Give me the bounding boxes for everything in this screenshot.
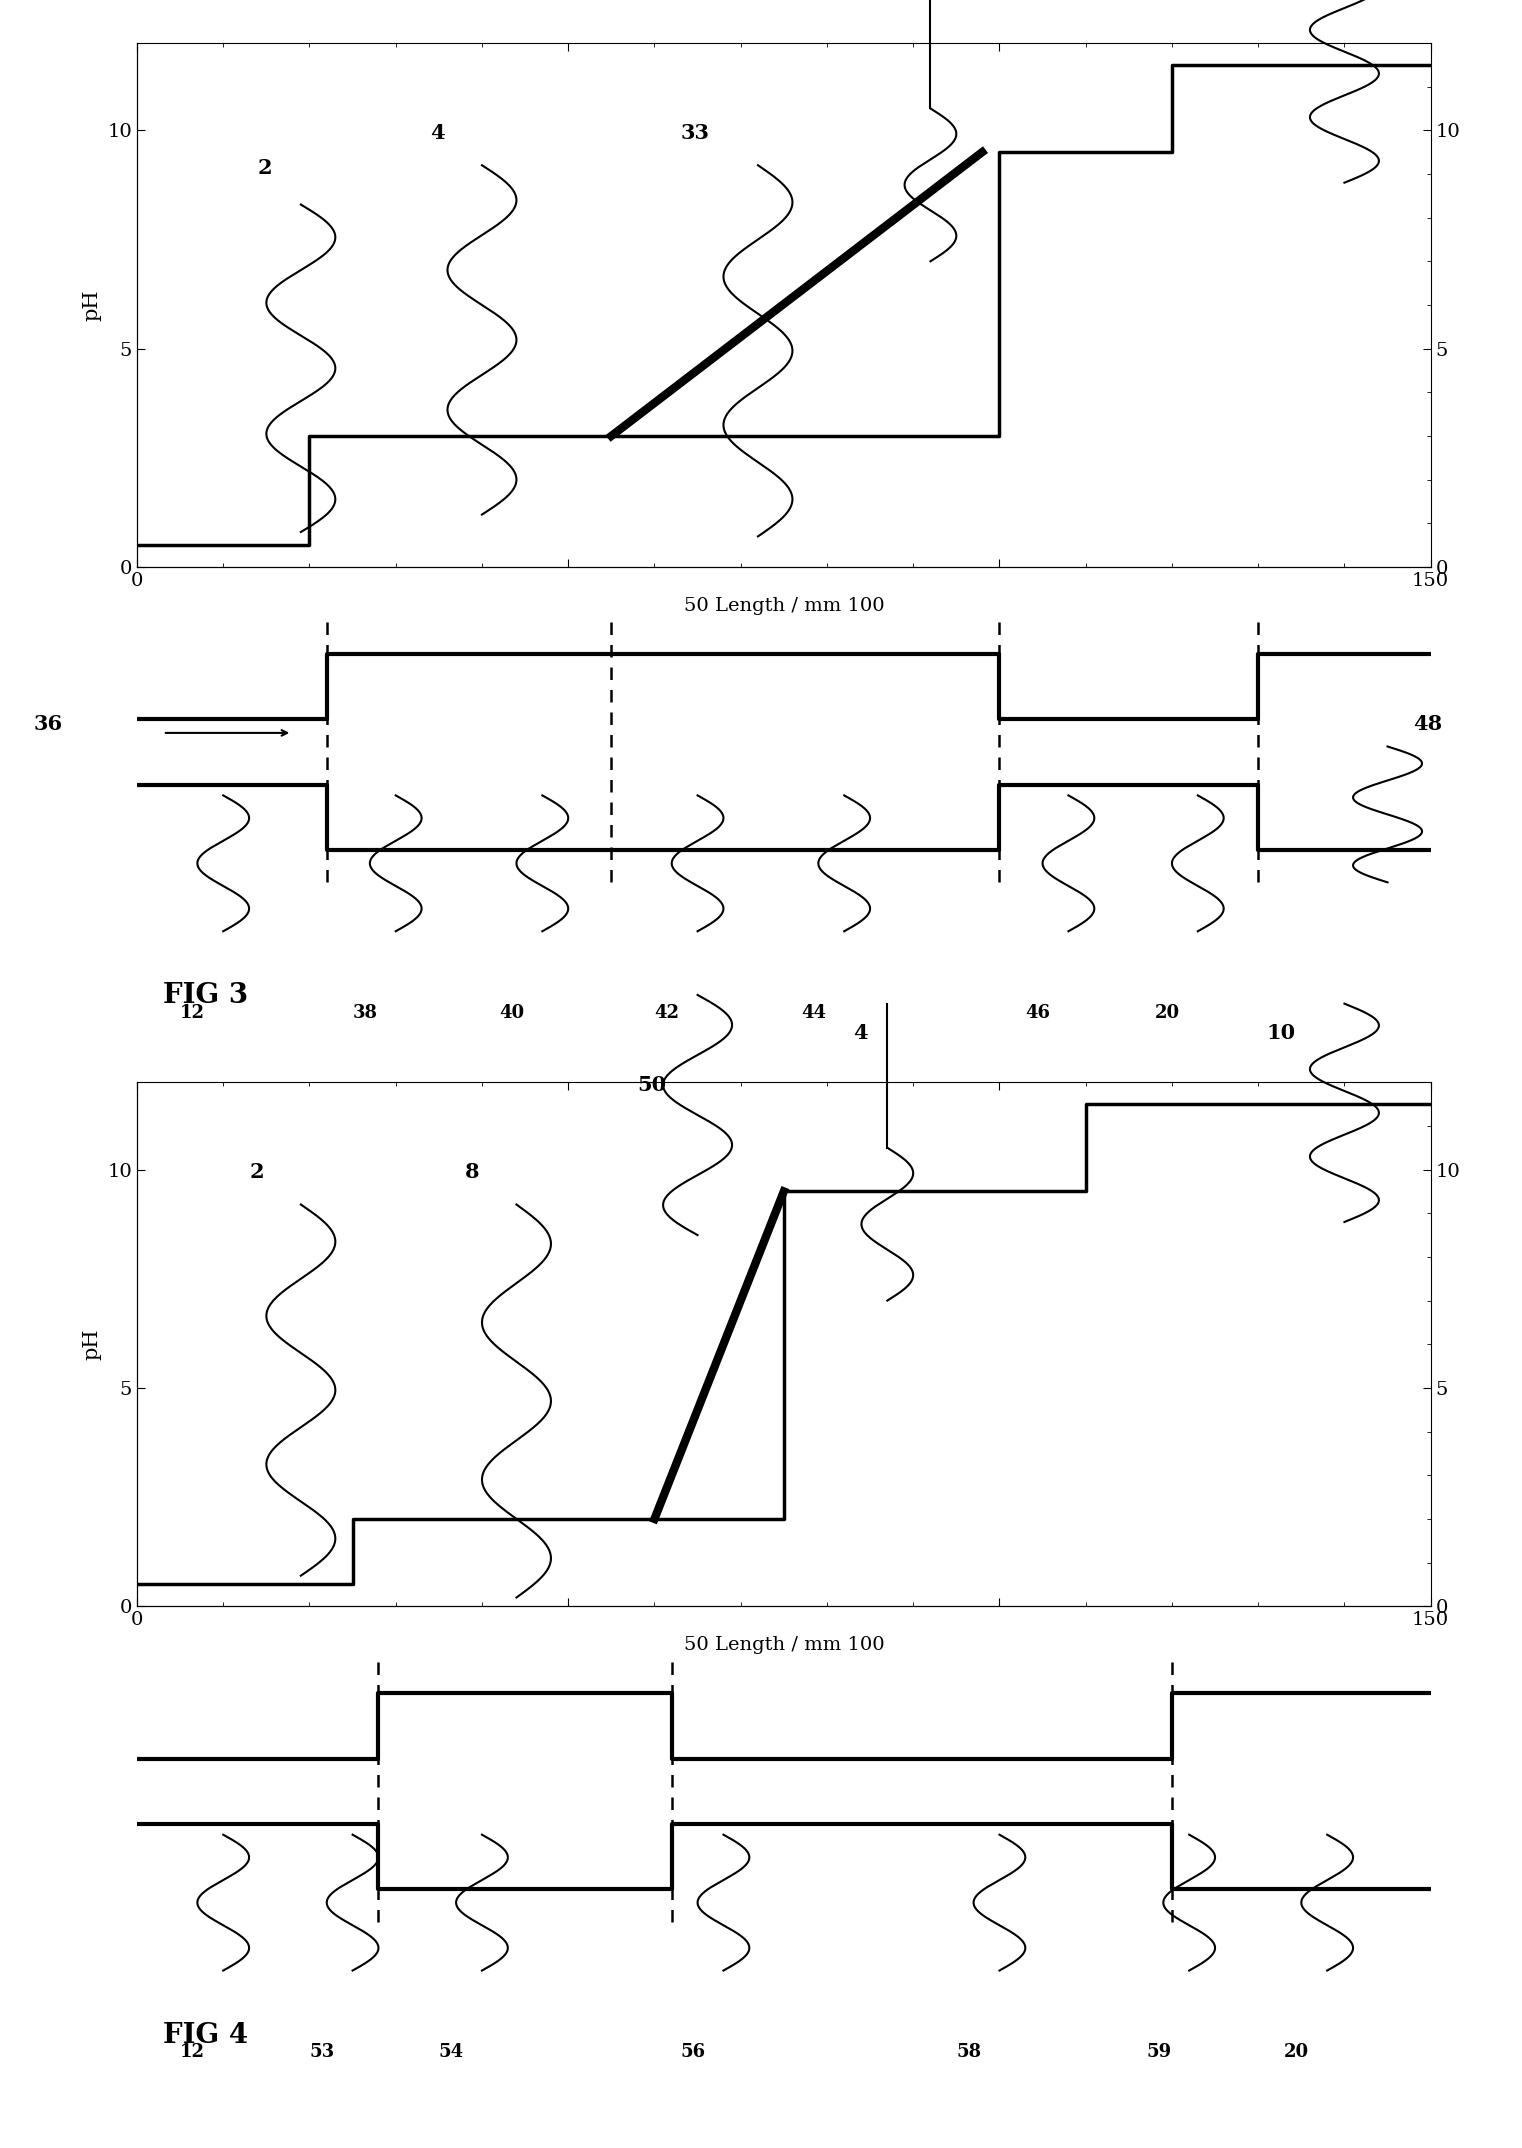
Text: 53: 53 <box>309 2043 335 2062</box>
X-axis label: 50 Length / mm 100: 50 Length / mm 100 <box>683 597 884 614</box>
Text: 10: 10 <box>1266 0 1295 4</box>
Text: 54: 54 <box>438 2043 464 2062</box>
Text: 38: 38 <box>353 1005 377 1022</box>
Text: 46: 46 <box>1026 1005 1050 1022</box>
Y-axis label: pH: pH <box>82 1327 102 1360</box>
Text: FIG 3: FIG 3 <box>163 982 248 1010</box>
Text: 12: 12 <box>180 1005 205 1022</box>
Text: 44: 44 <box>801 1005 826 1022</box>
Text: 40: 40 <box>499 1005 525 1022</box>
Text: 12: 12 <box>180 2043 205 2062</box>
Text: 33: 33 <box>680 122 709 144</box>
Text: 36: 36 <box>33 713 62 735</box>
Text: 8: 8 <box>887 0 903 4</box>
Text: 4: 4 <box>852 1022 868 1042</box>
Text: 59: 59 <box>1146 2043 1172 2062</box>
Text: 2: 2 <box>257 159 272 178</box>
Text: FIG 4: FIG 4 <box>163 2021 248 2049</box>
Text: 2: 2 <box>250 1162 263 1181</box>
Text: 42: 42 <box>654 1005 679 1022</box>
Y-axis label: pH: pH <box>82 290 102 320</box>
Text: 20: 20 <box>1285 2043 1309 2062</box>
Text: 48: 48 <box>1414 713 1443 735</box>
Text: 10: 10 <box>1266 1022 1295 1042</box>
Text: 50: 50 <box>638 1074 667 1095</box>
Text: 58: 58 <box>956 2043 982 2062</box>
X-axis label: 50 Length / mm 100: 50 Length / mm 100 <box>683 1637 884 1654</box>
Text: 8: 8 <box>464 1162 479 1181</box>
Text: 56: 56 <box>680 2043 706 2062</box>
Text: 4: 4 <box>431 122 444 144</box>
Text: 20: 20 <box>1155 1005 1180 1022</box>
